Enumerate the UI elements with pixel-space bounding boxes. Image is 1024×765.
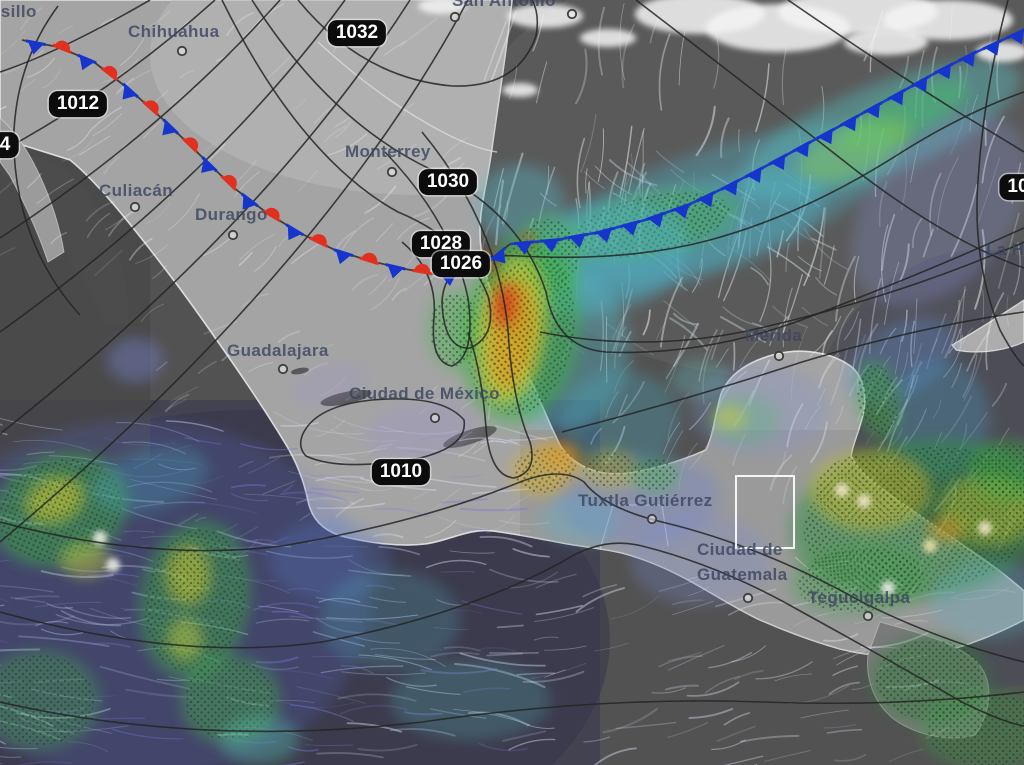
- isobar-line: [251, 0, 1024, 354]
- front-layer: [21, 27, 1024, 287]
- rio-grande-river: [317, 41, 498, 153]
- front-symbol: [768, 153, 788, 171]
- front-symbol: [240, 192, 259, 210]
- isobar-line: [787, 0, 1024, 153]
- storm-cell-marker: [835, 483, 849, 497]
- front-symbol: [142, 100, 160, 117]
- isobar-line: [561, 311, 1024, 433]
- city-marker: [277, 363, 289, 375]
- front-symbol: [910, 75, 930, 92]
- storm-cell-marker: [857, 494, 871, 508]
- city-marker: [566, 8, 578, 20]
- isobar-line: [0, 473, 1024, 663]
- front-symbol: [162, 118, 179, 136]
- cuba-landmass: [951, 299, 1024, 353]
- front-symbol: [1006, 27, 1024, 45]
- isobar-line: [384, 151, 471, 367]
- front-symbol: [792, 140, 812, 158]
- front-symbol: [359, 252, 380, 266]
- cloud-patch: [580, 29, 636, 47]
- front-symbol: [720, 178, 740, 196]
- front-symbol: [620, 219, 641, 236]
- isobar-line: [0, 0, 281, 239]
- belize-highlight-border: [735, 475, 795, 549]
- front-symbol: [934, 62, 954, 80]
- cloud-patch: [418, 0, 466, 14]
- city-marker: [129, 201, 141, 213]
- city-marker: [429, 412, 441, 424]
- city-marker: [227, 229, 239, 241]
- isobar-line: [976, 0, 1024, 367]
- front-symbol: [262, 207, 281, 223]
- isobar-line: [0, 542, 1024, 727]
- front-symbol: [220, 174, 238, 192]
- isobar-line: [539, 241, 1024, 343]
- front-symbol: [488, 246, 507, 264]
- precipitation-layer: [0, 60, 1024, 765]
- front-symbol: [52, 40, 72, 54]
- cloud-layer: [418, 0, 1024, 97]
- front-symbol: [181, 137, 199, 154]
- storm-cell-marker: [923, 539, 937, 553]
- city-marker: [176, 45, 188, 57]
- front-symbol: [513, 240, 534, 255]
- front-symbol: [696, 190, 716, 208]
- front-symbol: [567, 232, 588, 248]
- front-symbol: [100, 65, 119, 82]
- isobar-line: [0, 691, 1024, 733]
- front-symbol: [201, 156, 218, 173]
- isobar-line: [0, 0, 469, 543]
- front-symbol: [593, 226, 615, 243]
- isobar-line: [421, 131, 533, 479]
- isobar-line: [0, 0, 346, 333]
- front-symbol: [385, 263, 406, 279]
- front-symbol: [863, 101, 883, 119]
- city-marker-layer: [129, 8, 874, 622]
- front-symbol: [122, 82, 139, 100]
- front-symbol: [309, 234, 329, 248]
- front-symbol: [645, 211, 666, 228]
- front-symbol: [540, 238, 561, 253]
- front-symbol: [958, 50, 978, 67]
- storm-cell-marker: [881, 581, 895, 595]
- front-symbol: [982, 39, 1002, 56]
- city-marker: [742, 592, 754, 604]
- city-marker: [646, 513, 658, 525]
- front-symbol: [887, 88, 906, 106]
- cloud-patch: [502, 83, 538, 97]
- cloud-patch: [883, 0, 1013, 40]
- front-symbol: [744, 166, 764, 183]
- storm-cell-marker: [978, 521, 992, 535]
- isobar-line: [297, 0, 539, 87]
- city-marker: [773, 350, 785, 362]
- isobar-line: [0, 0, 216, 153]
- front-symbol: [411, 263, 433, 276]
- isobar-line: [0, 0, 411, 435]
- isobar-line: [299, 398, 466, 466]
- city-marker: [862, 610, 874, 622]
- front-symbol: [285, 223, 305, 241]
- isobar-line: [635, 0, 1024, 269]
- storm-cell-marker: [106, 558, 120, 572]
- isobar-layer: [0, 0, 1024, 733]
- front-symbol: [816, 127, 836, 145]
- mountain-ridge-mark: [291, 367, 309, 375]
- front-symbol: [839, 114, 859, 132]
- cloud-patch: [844, 29, 928, 55]
- front-symbol: [77, 53, 97, 71]
- city-marker: [386, 166, 398, 178]
- isobar-line: [221, 0, 1024, 349]
- city-marker: [449, 11, 461, 23]
- front-symbol: [333, 248, 354, 265]
- front-symbol: [25, 39, 46, 55]
- isobar-line: [13, 5, 81, 316]
- cloud-patch: [507, 4, 583, 28]
- front-symbol: [671, 202, 692, 219]
